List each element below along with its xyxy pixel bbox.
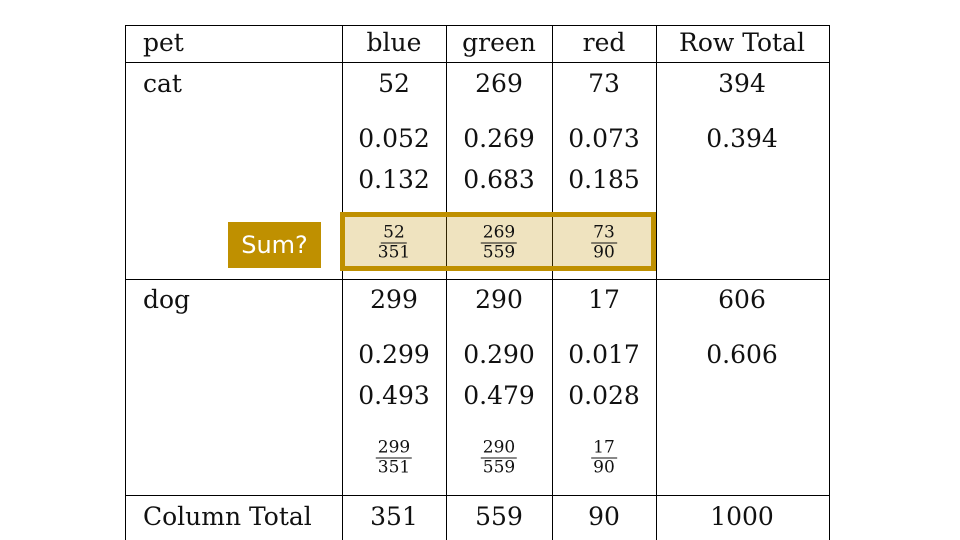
column-header: pet <box>143 28 184 57</box>
joint-proportion-cell: 0.052 <box>358 124 430 153</box>
denominator: 90 <box>593 457 615 478</box>
row-label: cat <box>143 69 182 98</box>
joint-proportion-cell: 0.299 <box>358 340 430 369</box>
count-cell: 17 <box>588 285 620 314</box>
highlight-box <box>340 212 656 271</box>
numerator: 299 <box>375 437 413 459</box>
numerator: 290 <box>480 437 518 459</box>
column-total-cell: 559 <box>475 502 523 531</box>
count-cell: 52 <box>378 69 410 98</box>
count-cell: 290 <box>475 285 523 314</box>
conditional-proportion-cell: 0.028 <box>568 381 640 410</box>
column-header: blue <box>366 28 422 57</box>
column-header: green <box>462 28 536 57</box>
joint-proportion-cell: 0.269 <box>463 124 535 153</box>
numerator: 17 <box>591 437 617 459</box>
joint-proportion-cell: 0.606 <box>706 340 778 369</box>
numerator: 269 <box>480 222 518 244</box>
count-cell: 73 <box>588 69 620 98</box>
fraction-cell: 299 351 <box>375 437 413 478</box>
joint-proportion-cell: 0.073 <box>568 124 640 153</box>
numerator: 73 <box>591 222 617 244</box>
joint-proportion-cell: 0.017 <box>568 340 640 369</box>
denominator: 90 <box>593 242 615 263</box>
column-header: Row Total <box>679 28 805 57</box>
fraction-cell: 17 90 <box>591 437 617 478</box>
fraction-cell: 73 90 <box>591 222 617 263</box>
conditional-proportion-cell: 0.683 <box>463 165 535 194</box>
count-cell: 394 <box>718 69 766 98</box>
denominator: 351 <box>377 457 411 478</box>
conditional-proportion-cell: 0.185 <box>568 165 640 194</box>
fraction-cell: 290 559 <box>480 437 518 478</box>
row-label: dog <box>143 285 191 314</box>
sum-callout: Sum? <box>228 222 321 268</box>
joint-proportion-cell: 0.290 <box>463 340 535 369</box>
fraction-cell: 269 559 <box>480 222 518 263</box>
count-cell: 606 <box>718 285 766 314</box>
numerator: 52 <box>381 222 407 244</box>
column-header: red <box>582 28 626 57</box>
fraction-cell: 52 351 <box>377 222 411 263</box>
conditional-proportion-cell: 0.479 <box>463 381 535 410</box>
denominator: 559 <box>482 457 516 478</box>
denominator: 351 <box>377 242 411 263</box>
column-total-cell: 90 <box>588 502 620 531</box>
total-row-label: Column Total <box>143 502 312 531</box>
conditional-proportion-cell: 0.493 <box>358 381 430 410</box>
count-cell: 269 <box>475 69 523 98</box>
column-total-cell: 351 <box>370 502 418 531</box>
denominator: 559 <box>482 242 516 263</box>
count-cell: 299 <box>370 285 418 314</box>
conditional-proportion-cell: 0.132 <box>358 165 430 194</box>
joint-proportion-cell: 0.394 <box>706 124 778 153</box>
column-total-cell: 1000 <box>710 502 774 531</box>
